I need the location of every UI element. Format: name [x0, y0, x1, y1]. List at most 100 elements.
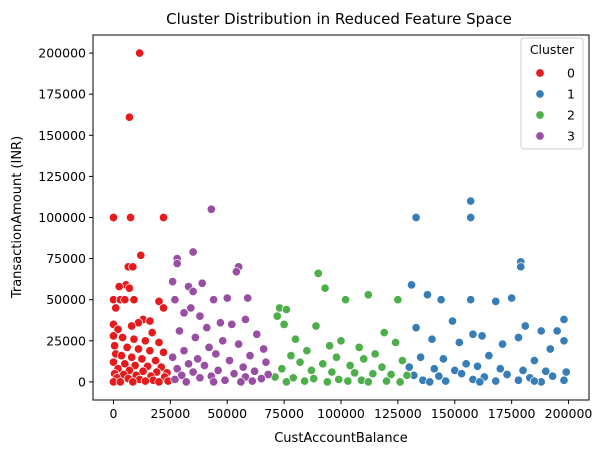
cluster-1-point — [545, 344, 555, 354]
cluster-1-point — [454, 337, 464, 347]
legend-marker — [535, 89, 545, 99]
cluster-0-point — [158, 212, 169, 223]
cluster-1-point — [436, 295, 446, 305]
cluster-3-point — [245, 351, 255, 361]
cluster-1-point — [491, 376, 501, 386]
cluster-0-point — [122, 342, 132, 352]
cluster-0-point — [116, 351, 126, 361]
x-axis-ticks: 0 25000 50000 75000 100000 125000 150000 175000… — [110, 400, 592, 421]
cluster-3-point — [256, 374, 266, 384]
cluster-1-point — [541, 366, 551, 376]
cluster-1-point — [559, 375, 569, 385]
cluster-3-point — [249, 366, 260, 376]
cluster-1-point — [438, 354, 448, 364]
cluster-0-point — [133, 344, 144, 354]
cluster-0-point — [158, 347, 169, 357]
cluster-2-point — [320, 283, 330, 293]
cluster-2-point — [281, 305, 291, 315]
cluster-1-point — [529, 376, 539, 386]
cluster-1-point — [477, 331, 487, 341]
cluster-1-point — [513, 375, 524, 385]
legend-label: 0 — [567, 66, 575, 81]
cluster-2-point — [393, 295, 403, 305]
cluster-2-point — [300, 376, 310, 386]
cluster-2-point — [322, 377, 332, 387]
cluster-3-point — [188, 367, 198, 377]
cluster-0-point — [111, 303, 121, 313]
x-tick-label: 75000 — [264, 406, 304, 421]
cluster-2-point — [295, 357, 305, 367]
cluster-1-point — [441, 376, 451, 386]
x-tick-label: 100000 — [317, 406, 365, 421]
cluster-3-point — [197, 278, 207, 288]
cluster-0-point — [118, 332, 128, 343]
cluster-2-point — [345, 360, 355, 371]
chart-title: Cluster Distribution in Reduced Feature … — [166, 10, 512, 28]
cluster-0-point — [138, 366, 148, 376]
cluster-2-point — [309, 374, 319, 384]
cluster-1-point — [518, 365, 528, 375]
cluster-2-point — [302, 346, 312, 356]
y-tick-label: 0 — [78, 374, 86, 389]
cluster-3-point — [172, 364, 182, 374]
cluster-2-point — [354, 342, 364, 352]
x-tick-label: 150000 — [431, 406, 479, 421]
cluster-2-point — [402, 370, 412, 380]
cluster-3-point — [263, 369, 273, 380]
cluster-0-point — [158, 303, 169, 313]
cluster-3-point — [240, 314, 250, 324]
cluster-0-point — [140, 376, 150, 386]
cluster-3-point — [236, 377, 246, 387]
cluster-0-point — [145, 316, 155, 326]
cluster-2-point — [313, 268, 323, 278]
cluster-0-point — [130, 360, 140, 371]
cluster-0-point — [124, 283, 134, 293]
cluster-0-point — [108, 331, 119, 341]
cluster-0-point — [154, 337, 164, 347]
cluster-2-point — [391, 337, 401, 347]
cluster-1-point — [561, 367, 571, 377]
cluster-1-point — [461, 359, 471, 369]
cluster-3-point — [238, 362, 248, 372]
cluster-1-point — [559, 314, 569, 324]
cluster-2-point — [397, 355, 407, 366]
cluster-3-point — [243, 293, 253, 303]
cluster-3-point — [209, 377, 219, 387]
cluster-1-point — [406, 280, 417, 290]
legend-title: Cluster — [530, 42, 575, 57]
cluster-3-point — [184, 359, 194, 369]
cluster-2-point — [318, 359, 328, 369]
cluster-3-point — [168, 352, 178, 362]
cluster-1-point — [425, 377, 435, 387]
legend: Cluster 0 1 2 3 — [520, 37, 584, 150]
cluster-3-point — [259, 344, 269, 354]
cluster-3-point — [168, 277, 178, 287]
cluster-0-point — [115, 377, 125, 387]
cluster-3-point — [195, 311, 205, 321]
cluster-1-point — [411, 323, 421, 333]
cluster-3-point — [218, 336, 228, 346]
x-tick-label: 0 — [110, 406, 118, 421]
cluster-0-point — [108, 212, 119, 223]
cluster-1-point — [529, 355, 539, 366]
cluster-1-point — [468, 329, 478, 339]
cluster-1-point — [434, 371, 444, 381]
cluster-3-point — [181, 377, 191, 387]
y-tick-label: 75000 — [46, 251, 86, 266]
cluster-0-point — [140, 336, 150, 346]
cluster-1-point — [429, 364, 439, 374]
cluster-1-point — [520, 321, 530, 331]
cluster-1-point — [495, 364, 505, 374]
cluster-3-point — [215, 318, 225, 328]
cluster-3-point — [174, 326, 185, 336]
cluster-2-point — [331, 352, 341, 362]
cluster-0-point — [125, 212, 136, 223]
legend-label: 3 — [567, 129, 575, 144]
cluster-1-point — [475, 377, 485, 387]
cluster-3-point — [220, 375, 230, 385]
legend-box — [520, 37, 584, 150]
legend-marker — [535, 131, 545, 141]
cluster-0-point — [120, 359, 130, 369]
cluster-2-point — [377, 362, 387, 372]
cluster-0-point — [129, 334, 139, 344]
